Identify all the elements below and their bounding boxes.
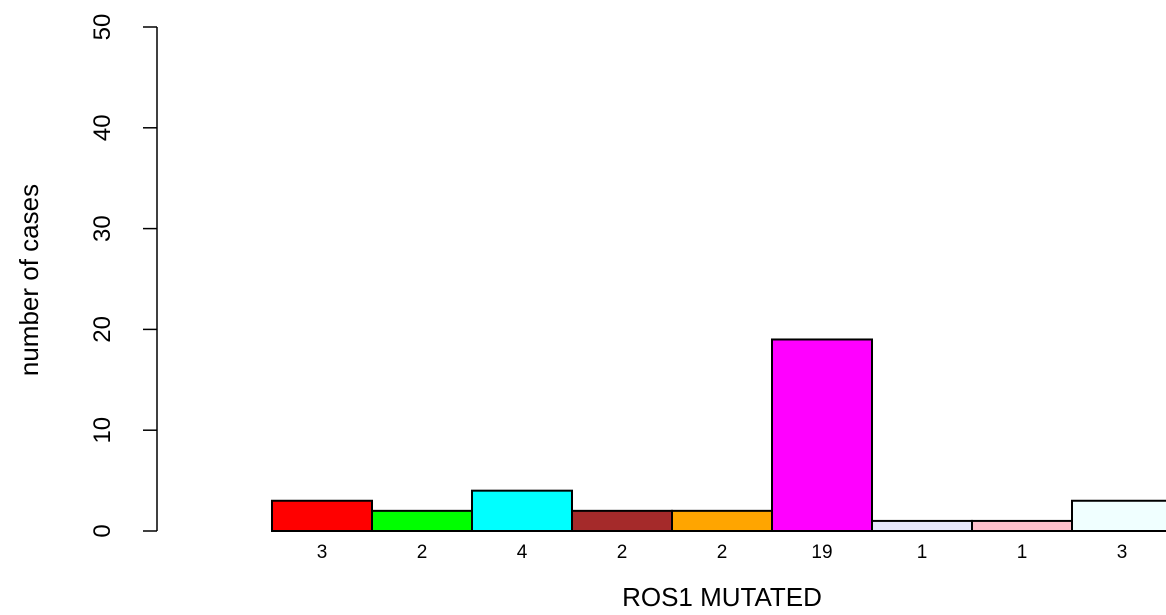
bar-labels: 3 2 4 2 2 19 1 1 3 <box>317 542 1128 563</box>
bar <box>471 489 573 532</box>
bar-category-label: 3 <box>317 542 328 563</box>
bar-category-label: 1 <box>917 542 928 563</box>
bar <box>871 519 973 532</box>
bar <box>1071 499 1166 533</box>
y-tick-label: 0 <box>89 524 116 537</box>
bar-category-label: 1 <box>1017 542 1028 563</box>
bar <box>271 499 373 533</box>
bar <box>371 509 473 532</box>
bar-category-label: 2 <box>717 542 728 563</box>
bar-category-label: 19 <box>811 542 832 563</box>
bar <box>971 519 1073 532</box>
x-axis-title: ROS1 MUTATED <box>622 582 822 612</box>
y-tick-label: 50 <box>89 14 116 41</box>
y-tick-label: 30 <box>89 215 116 242</box>
bar-category-label: 2 <box>417 542 428 563</box>
y-axis-title: number of cases <box>14 184 44 376</box>
bar <box>571 509 673 532</box>
y-axis: 0 10 20 30 40 50 <box>89 14 158 538</box>
bar-category-label: 3 <box>1117 542 1128 563</box>
y-tick-label: 20 <box>89 316 116 343</box>
bar <box>771 338 873 533</box>
bar-category-label: 2 <box>617 542 628 563</box>
y-tick-label: 10 <box>89 417 116 444</box>
bar-category-label: 4 <box>517 542 528 563</box>
bar <box>671 509 773 532</box>
bars <box>271 338 1166 533</box>
y-tick-label: 40 <box>89 114 116 141</box>
